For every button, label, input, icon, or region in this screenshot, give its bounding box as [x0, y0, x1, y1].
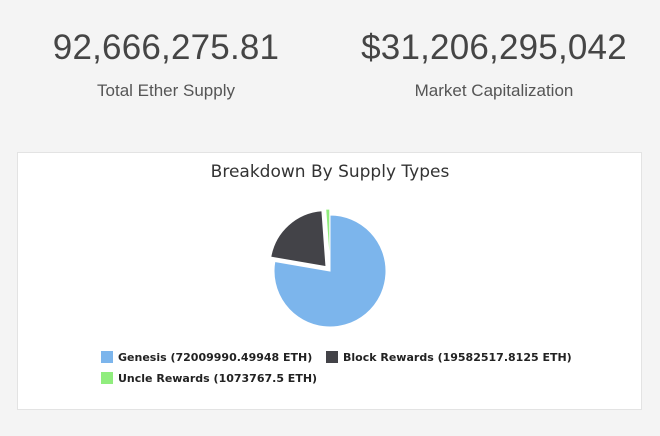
total-supply-stat: 92,666,275.81 Total Ether Supply — [16, 26, 316, 102]
legend-swatch — [326, 351, 338, 363]
legend-item-block-rewards[interactable]: Block Rewards (19582517.8125 ETH) — [326, 351, 572, 364]
chart-legend: Genesis (72009990.49948 ETH) Block Reward… — [101, 351, 572, 385]
legend-label: Block Rewards (19582517.8125 ETH) — [343, 351, 572, 364]
market-cap-value: $31,206,295,042 — [361, 28, 627, 67]
pie-slices — [270, 208, 387, 328]
chart-title: Breakdown By Supply Types — [211, 162, 450, 182]
legend-swatch — [101, 351, 113, 363]
market-cap-stat: $31,206,295,042 Market Capitalization — [344, 26, 644, 102]
legend-item-genesis[interactable]: Genesis (72009990.49948 ETH) — [101, 351, 312, 364]
pie-slice-uncle-rewards[interactable] — [325, 208, 331, 266]
legend-item-uncle-rewards[interactable]: Uncle Rewards (1073767.5 ETH) — [101, 372, 317, 385]
pie-slice-block-rewards[interactable] — [270, 210, 327, 268]
total-supply-label: Total Ether Supply — [97, 81, 235, 100]
market-cap-label: Market Capitalization — [414, 81, 574, 100]
supply-pie-chart: Breakdown By Supply Types Genesis (72009… — [101, 162, 572, 385]
legend-label: Uncle Rewards (1073767.5 ETH) — [118, 372, 317, 385]
legend-swatch — [101, 372, 113, 384]
supply-breakdown-card: Breakdown By Supply Types Genesis (72009… — [17, 152, 642, 410]
pie-slice-genesis[interactable] — [273, 214, 387, 328]
total-supply-value: 92,666,275.81 — [52, 28, 280, 67]
legend-label: Genesis (72009990.49948 ETH) — [118, 351, 312, 364]
